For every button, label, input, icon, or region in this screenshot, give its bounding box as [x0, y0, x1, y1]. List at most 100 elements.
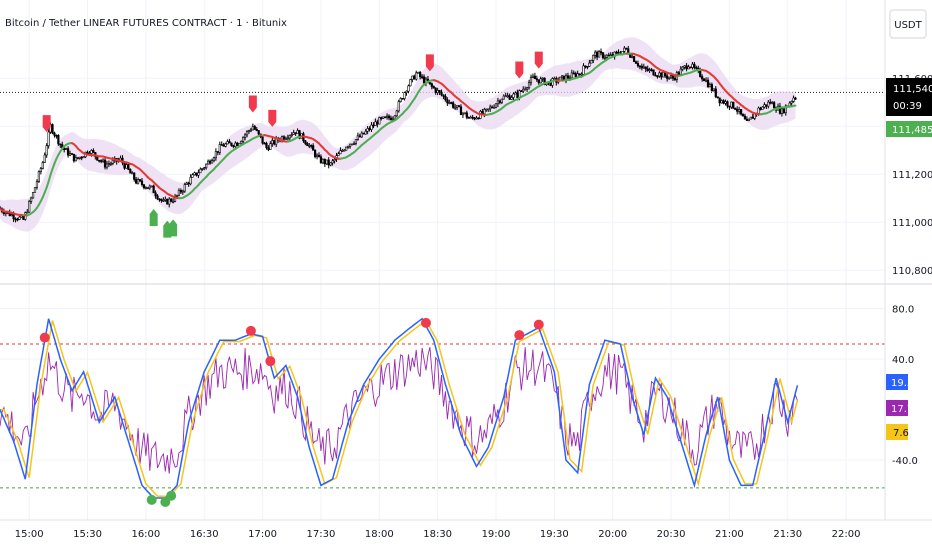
candle-body: [345, 146, 348, 151]
candle-body: [667, 76, 671, 79]
candle-body: [140, 180, 144, 185]
candle-body: [516, 92, 519, 98]
sell-signal-marker: [42, 115, 51, 133]
candle-body: [531, 75, 535, 78]
candle-body: [18, 216, 21, 220]
candle-body: [195, 172, 198, 176]
candle-body: [561, 75, 564, 78]
candle-body: [500, 98, 503, 103]
candle-body: [138, 179, 142, 182]
candle-body: [636, 63, 640, 67]
candle-body: [436, 90, 439, 93]
candle-body: [446, 99, 449, 104]
candle-body: [41, 162, 44, 169]
candle-body: [370, 124, 373, 130]
candle-body: [257, 130, 260, 135]
oversold-signal-dot: [166, 490, 177, 501]
candle-body: [45, 145, 48, 156]
candle-body: [142, 184, 146, 189]
candle-body: [666, 75, 669, 79]
candle-body: [738, 109, 741, 112]
candle-body: [284, 137, 288, 140]
candle-body: [360, 132, 363, 138]
candle-body: [269, 143, 272, 150]
candle-body: [395, 110, 398, 117]
candle-body: [508, 95, 511, 100]
candle-body: [763, 104, 766, 108]
candle-body: [228, 141, 231, 144]
candle-body: [455, 105, 459, 108]
x-tick-label: 18:30: [423, 529, 452, 540]
ma-price-label: 111,485.3: [892, 125, 932, 136]
candle-body: [57, 135, 60, 145]
candle-body: [312, 145, 315, 151]
candle-body: [263, 142, 266, 145]
candle-body: [154, 192, 157, 197]
candle-body: [539, 78, 542, 84]
overbought-signal-dot: [533, 319, 544, 330]
candle-body: [463, 112, 466, 115]
candle-body: [683, 65, 686, 68]
sell-signal-marker: [268, 109, 277, 127]
x-tick-label: 16:30: [190, 529, 219, 540]
candle-body: [51, 124, 54, 134]
candle-body: [572, 72, 575, 75]
blue-oscillator-line: [0, 317, 799, 499]
candle-body: [179, 189, 182, 193]
candle-body: [358, 135, 361, 138]
candle-body: [152, 185, 155, 194]
osc-tick-label: 80.0: [892, 305, 914, 316]
candle-body: [730, 101, 733, 108]
currency-button[interactable]: USDT: [889, 9, 927, 39]
candle-body: [53, 132, 56, 136]
candle-body: [584, 65, 587, 68]
candle-body: [76, 157, 79, 159]
sell-signal-marker: [534, 51, 543, 69]
candle-body: [203, 167, 206, 169]
candle-body: [728, 105, 731, 108]
candle-body: [459, 106, 463, 116]
candle-body: [440, 91, 443, 96]
candle-body: [273, 140, 276, 145]
candle-body: [741, 113, 745, 117]
candle-body: [201, 168, 204, 170]
candle-body: [399, 98, 402, 102]
candle-body: [609, 54, 612, 57]
x-tick-label: 16:00: [131, 529, 160, 540]
candle-body: [757, 107, 760, 114]
candle-body: [304, 140, 307, 144]
x-tick-label: 15:00: [15, 529, 44, 540]
candle-body: [693, 63, 696, 68]
candle-body: [477, 117, 480, 120]
candle-body: [47, 131, 50, 147]
candle-body: [415, 72, 418, 80]
candle-body: [662, 71, 665, 78]
candle-body: [712, 88, 715, 91]
candle-body: [510, 97, 513, 100]
candle-body: [669, 75, 673, 78]
candle-body: [177, 189, 181, 196]
candle-body: [170, 198, 173, 202]
last-price-tag: 111,540.8 00:39: [886, 78, 932, 116]
candle-body: [251, 126, 254, 131]
candle-body: [290, 134, 293, 136]
sell-signal-marker: [515, 61, 524, 79]
candle-body: [514, 92, 517, 95]
candle-body: [218, 144, 221, 153]
candle-body: [100, 160, 103, 162]
candle-body: [570, 72, 573, 79]
candle-body: [512, 93, 515, 98]
ma-segment: [47, 173, 52, 183]
candle-body: [681, 66, 684, 70]
candle-body: [317, 154, 321, 157]
candle-body: [409, 79, 412, 87]
candle-body: [129, 169, 132, 174]
candle-body: [498, 100, 501, 103]
candle-body: [325, 159, 328, 165]
candle-body: [164, 198, 167, 201]
x-tick-label: 15:30: [73, 529, 102, 540]
candle-body: [467, 117, 470, 119]
candle-body: [148, 185, 151, 189]
x-tick-label: 19:30: [540, 529, 569, 540]
